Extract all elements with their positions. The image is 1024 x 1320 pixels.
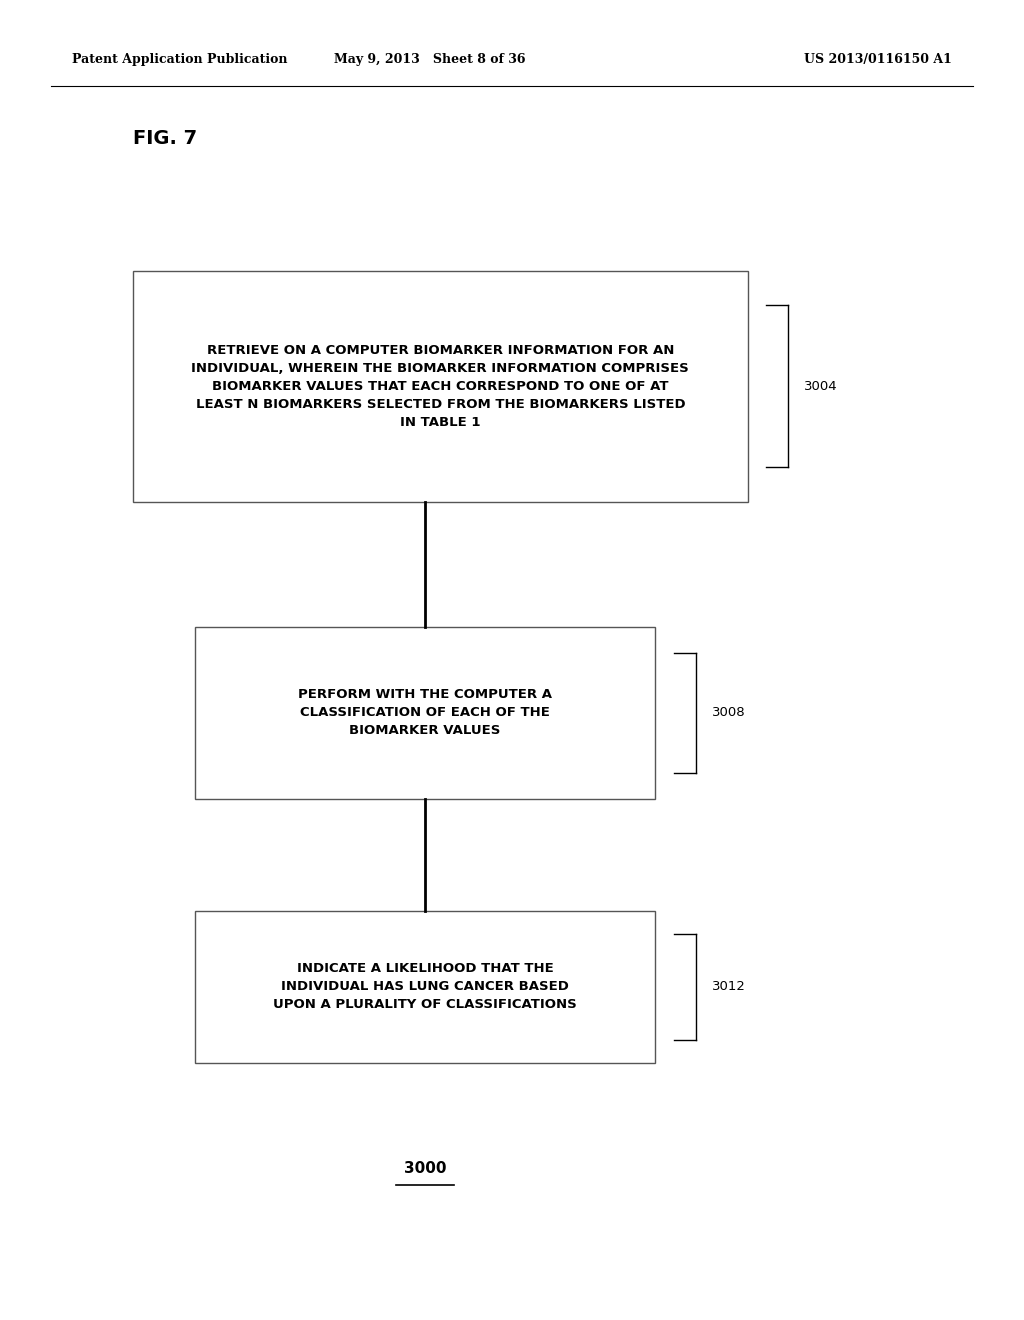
- Text: RETRIEVE ON A COMPUTER BIOMARKER INFORMATION FOR AN
INDIVIDUAL, WHEREIN THE BIOM: RETRIEVE ON A COMPUTER BIOMARKER INFORMA…: [191, 343, 689, 429]
- Text: US 2013/0116150 A1: US 2013/0116150 A1: [805, 53, 952, 66]
- Text: May 9, 2013   Sheet 8 of 36: May 9, 2013 Sheet 8 of 36: [334, 53, 526, 66]
- FancyBboxPatch shape: [195, 627, 655, 799]
- Text: 3004: 3004: [804, 380, 838, 392]
- FancyBboxPatch shape: [133, 271, 748, 502]
- Text: 3012: 3012: [712, 981, 745, 993]
- FancyBboxPatch shape: [195, 911, 655, 1063]
- Text: PERFORM WITH THE COMPUTER A
CLASSIFICATION OF EACH OF THE
BIOMARKER VALUES: PERFORM WITH THE COMPUTER A CLASSIFICATI…: [298, 688, 552, 738]
- Text: 3008: 3008: [712, 706, 745, 719]
- Text: Patent Application Publication: Patent Application Publication: [72, 53, 287, 66]
- Text: 3000: 3000: [403, 1160, 446, 1176]
- Text: INDICATE A LIKELIHOOD THAT THE
INDIVIDUAL HAS LUNG CANCER BASED
UPON A PLURALITY: INDICATE A LIKELIHOOD THAT THE INDIVIDUA…: [273, 962, 577, 1011]
- Text: FIG. 7: FIG. 7: [133, 129, 198, 148]
